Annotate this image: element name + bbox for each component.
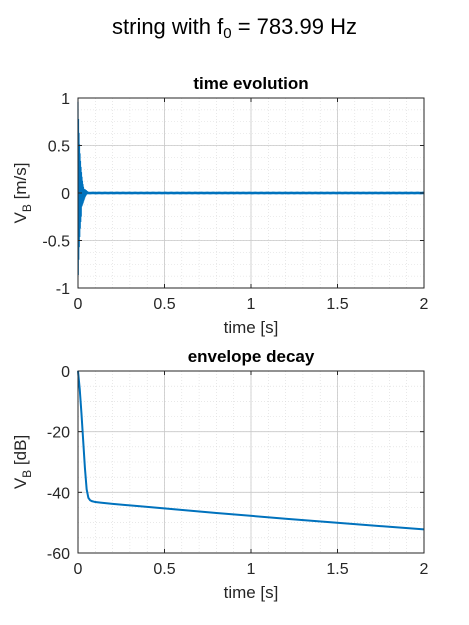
envelope-decay-xtick-label: 2: [420, 561, 429, 578]
time-evolution-ytick-label: -0.5: [42, 234, 70, 251]
figure-title: string with f0 = 783.99 Hz: [0, 14, 469, 42]
time-evolution-ylabel: VB [m/s]: [11, 163, 34, 224]
time-evolution-ytick-label: 1: [61, 91, 70, 108]
time-evolution-xtick-label: 0.5: [153, 296, 175, 313]
time-evolution-ylabel-subscript: B: [20, 204, 34, 212]
time-evolution-ylabel-main: V: [11, 211, 30, 223]
time-evolution-title: time evolution: [193, 74, 308, 93]
envelope-decay-ylabel-main: V: [11, 477, 30, 489]
envelope-decay-xtick-label: 1.5: [326, 561, 348, 578]
figure-title-tail: = 783.99 Hz: [231, 14, 357, 39]
envelope-decay-ytick-label: -20: [47, 425, 70, 442]
figure-title-subscript: 0: [223, 25, 232, 42]
time-evolution-xtick-label: 2: [420, 296, 429, 313]
time-evolution-xlabel: time [s]: [224, 318, 279, 337]
envelope-decay-xtick-label: 1: [247, 561, 256, 578]
envelope-decay-axes: 0 0.5 1 1.5 2 -60 -40 -20 0 envelope decay time [s…: [11, 347, 429, 602]
envelope-decay-xtick-label: 0.5: [153, 561, 175, 578]
envelope-decay-ylabel-tail: [dB]: [11, 435, 30, 470]
time-evolution-xtick-label: 1.5: [326, 296, 348, 313]
time-evolution-axes: 0 0.5 1 1.5 2 -1 -0.5 0 0.5 1 time evolution time […: [11, 74, 429, 337]
time-evolution-ytick-label: 0.5: [48, 139, 70, 156]
envelope-decay-series-line: [77, 370, 425, 531]
figure-title-main: string with f: [112, 14, 224, 39]
time-evolution-ytick-label: -1: [56, 281, 70, 298]
envelope-decay-title: envelope decay: [188, 347, 315, 366]
envelope-decay-ylabel-subscript: B: [20, 470, 34, 478]
envelope-decay-ytick-label: -40: [47, 485, 70, 502]
envelope-decay-xlabel: time [s]: [224, 583, 279, 602]
time-evolution-ytick-label: 0: [61, 186, 70, 203]
envelope-decay-ytick-label: -60: [47, 546, 70, 563]
time-evolution-xtick-label: 0: [74, 296, 83, 313]
time-evolution-ylabel-tail: [m/s]: [11, 163, 30, 205]
envelope-decay-ylabel: VB [dB]: [11, 435, 34, 489]
time-evolution-xtick-label: 1: [247, 296, 256, 313]
envelope-decay-ytick-label: 0: [61, 364, 70, 381]
envelope-decay-xtick-label: 0: [74, 561, 83, 578]
